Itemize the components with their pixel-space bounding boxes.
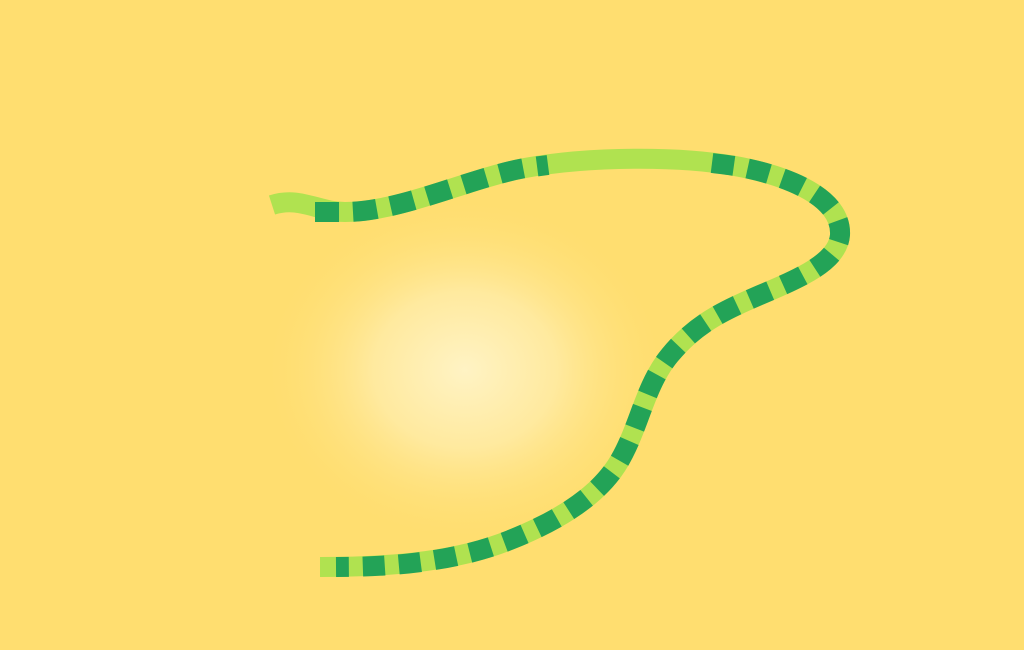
light-glow	[260, 195, 670, 545]
snake-stripes-upper-left	[315, 155, 550, 222]
snake	[268, 148, 850, 577]
snake-stripes-right	[335, 153, 850, 577]
